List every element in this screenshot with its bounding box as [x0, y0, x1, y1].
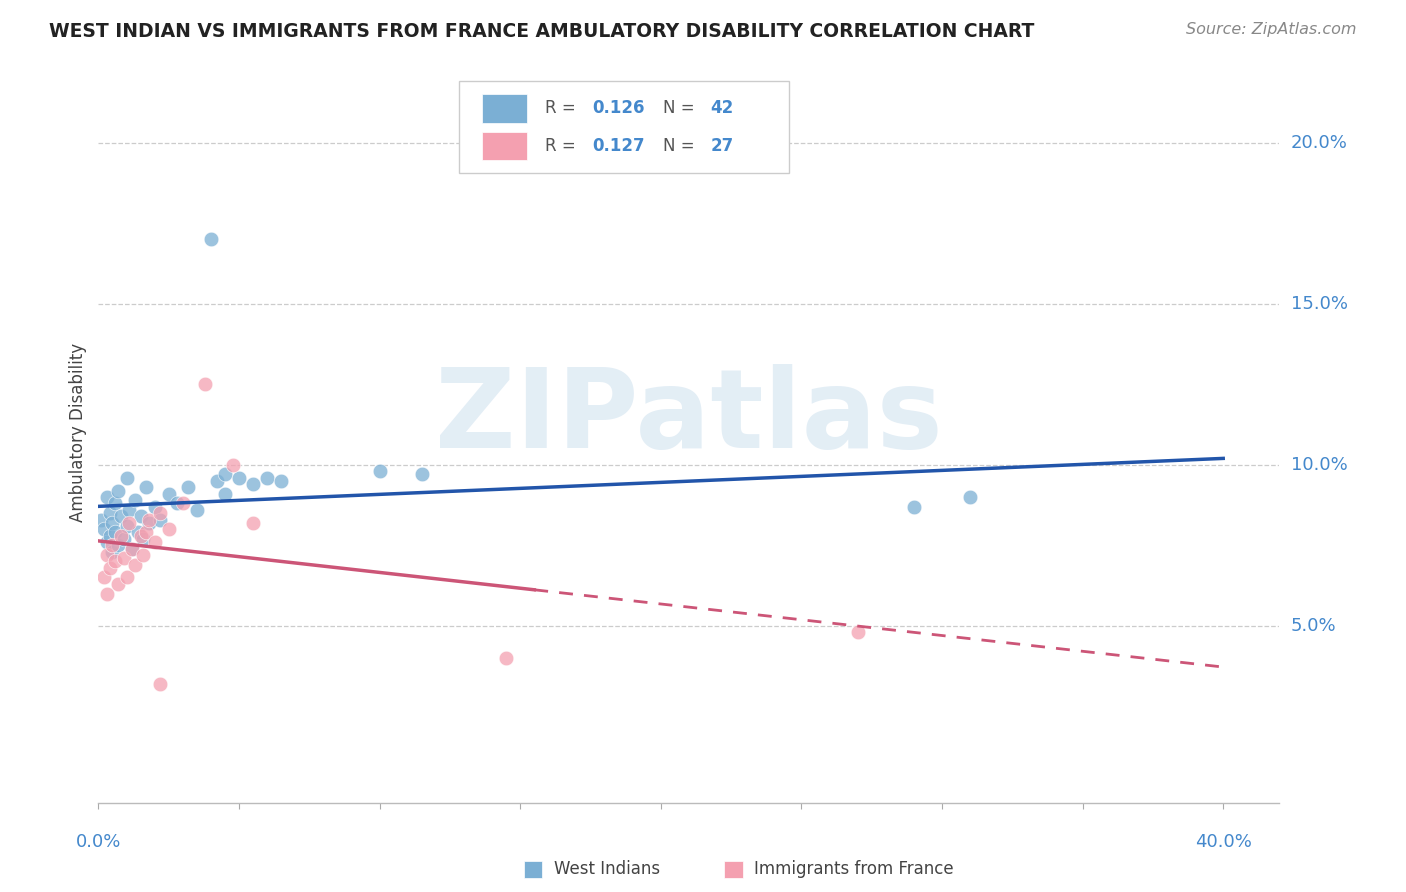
Text: R =: R =	[546, 137, 581, 155]
FancyBboxPatch shape	[458, 81, 789, 173]
Point	[110, 528, 132, 542]
Text: Source: ZipAtlas.com: Source: ZipAtlas.com	[1187, 22, 1357, 37]
Point	[157, 522, 180, 536]
Point	[104, 525, 127, 540]
Bar	[523, 862, 541, 878]
Point	[186, 503, 208, 517]
Point	[98, 561, 121, 575]
Point	[149, 506, 172, 520]
Point	[242, 516, 264, 530]
Point	[101, 545, 124, 559]
Text: WEST INDIAN VS IMMIGRANTS FROM FRANCE AMBULATORY DISABILITY CORRELATION CHART: WEST INDIAN VS IMMIGRANTS FROM FRANCE AM…	[49, 22, 1035, 41]
Point	[143, 500, 166, 514]
Point	[143, 535, 166, 549]
Text: Immigrants from France: Immigrants from France	[755, 861, 955, 879]
Text: 5.0%: 5.0%	[1291, 616, 1336, 635]
Text: 10.0%: 10.0%	[1291, 456, 1347, 474]
Text: 42: 42	[710, 100, 734, 118]
Point	[129, 509, 152, 524]
Bar	[482, 95, 527, 122]
Text: 0.0%: 0.0%	[76, 833, 121, 851]
Text: ZIPatlas: ZIPatlas	[434, 364, 943, 471]
Point	[93, 570, 115, 584]
Point	[157, 487, 180, 501]
Point	[194, 377, 217, 392]
Text: N =: N =	[664, 137, 700, 155]
Point	[214, 487, 236, 501]
Point	[411, 467, 433, 482]
Point	[138, 512, 160, 526]
Point	[959, 490, 981, 504]
Point	[96, 535, 118, 549]
Point	[138, 516, 160, 530]
Point	[115, 471, 138, 485]
Point	[101, 538, 124, 552]
Text: 15.0%: 15.0%	[1291, 295, 1347, 313]
Point	[115, 570, 138, 584]
Point	[118, 503, 141, 517]
Point	[96, 548, 118, 562]
Point	[90, 512, 112, 526]
Point	[96, 586, 118, 600]
Point	[177, 480, 200, 494]
Text: R =: R =	[546, 100, 581, 118]
Point	[270, 474, 292, 488]
Point	[107, 538, 129, 552]
Point	[166, 496, 188, 510]
Point	[135, 525, 157, 540]
Point	[127, 525, 149, 540]
Bar	[724, 862, 742, 878]
Point	[129, 528, 152, 542]
Text: 40.0%: 40.0%	[1195, 833, 1251, 851]
Point	[124, 558, 146, 572]
Text: West Indians: West Indians	[554, 861, 659, 879]
Point	[121, 541, 143, 556]
Point	[149, 512, 172, 526]
Point	[115, 519, 138, 533]
Point	[242, 477, 264, 491]
Point	[107, 483, 129, 498]
Point	[368, 464, 391, 478]
Point	[200, 232, 222, 246]
Point	[98, 506, 121, 520]
Text: 0.126: 0.126	[592, 100, 644, 118]
Point	[135, 480, 157, 494]
Point	[172, 496, 194, 510]
Point	[205, 474, 228, 488]
Point	[93, 522, 115, 536]
Point	[121, 541, 143, 556]
Point	[903, 500, 925, 514]
Bar	[482, 132, 527, 160]
Point	[228, 471, 250, 485]
Point	[149, 676, 172, 690]
Point	[846, 625, 869, 640]
Point	[132, 548, 155, 562]
Point	[495, 651, 517, 665]
Point	[214, 467, 236, 482]
Text: 27: 27	[710, 137, 734, 155]
Point	[132, 532, 155, 546]
Point	[112, 551, 135, 566]
Text: N =: N =	[664, 100, 700, 118]
Point	[104, 554, 127, 568]
Point	[96, 490, 118, 504]
Point	[256, 471, 278, 485]
Point	[101, 516, 124, 530]
Y-axis label: Ambulatory Disability: Ambulatory Disability	[69, 343, 87, 522]
Point	[98, 528, 121, 542]
Point	[107, 577, 129, 591]
Point	[110, 509, 132, 524]
Point	[222, 458, 245, 472]
Point	[104, 496, 127, 510]
Text: 0.127: 0.127	[592, 137, 645, 155]
Text: 20.0%: 20.0%	[1291, 134, 1347, 152]
Point	[118, 516, 141, 530]
Point	[112, 532, 135, 546]
Point	[124, 493, 146, 508]
